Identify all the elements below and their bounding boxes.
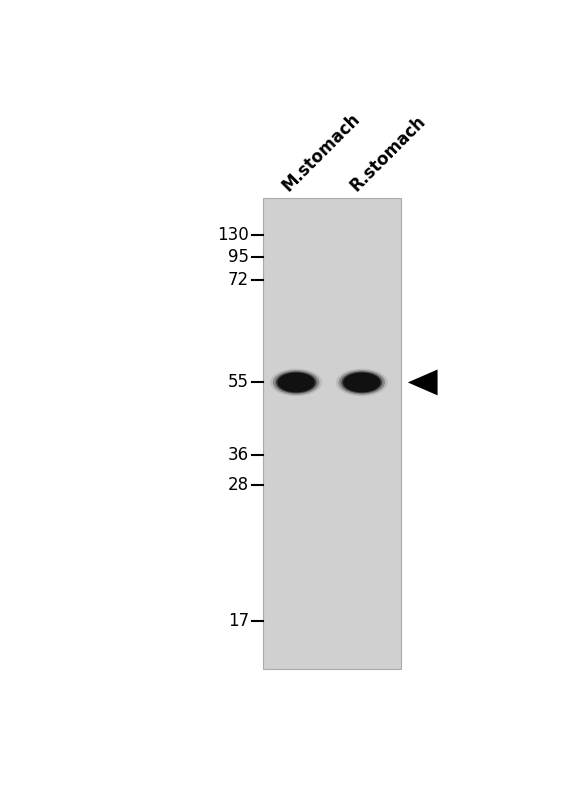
- Ellipse shape: [336, 369, 388, 396]
- Bar: [263, 198, 401, 669]
- Ellipse shape: [341, 371, 383, 394]
- Text: R.stomach: R.stomach: [347, 112, 429, 194]
- Ellipse shape: [276, 371, 316, 394]
- Text: 36: 36: [228, 446, 249, 463]
- Ellipse shape: [343, 373, 380, 392]
- Ellipse shape: [338, 370, 385, 394]
- Text: M.stomach: M.stomach: [279, 110, 364, 194]
- Ellipse shape: [270, 369, 322, 396]
- Text: 72: 72: [228, 270, 249, 289]
- Ellipse shape: [277, 373, 315, 392]
- Text: 28: 28: [228, 476, 249, 494]
- Text: 130: 130: [217, 226, 249, 243]
- Text: 17: 17: [228, 612, 249, 630]
- Ellipse shape: [273, 370, 319, 394]
- Text: 95: 95: [228, 248, 249, 266]
- Text: 55: 55: [228, 374, 249, 391]
- Polygon shape: [408, 370, 437, 395]
